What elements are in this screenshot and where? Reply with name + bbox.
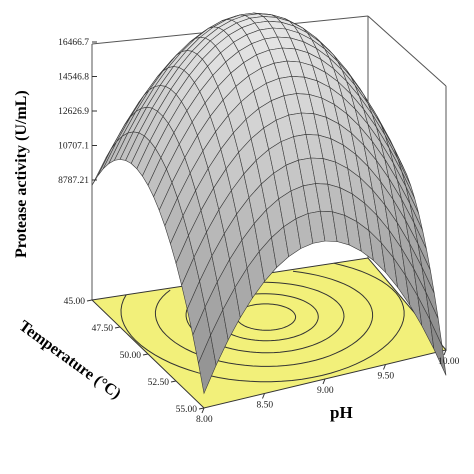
z-tick-label: 12626.9	[58, 107, 89, 117]
y-tick-label: 45.00	[64, 297, 86, 307]
contour-line	[120, 262, 405, 383]
x-tick-mark	[443, 349, 447, 356]
z-tick-label: 16466.7	[58, 38, 89, 48]
x-tick-label: 10.00	[438, 357, 460, 367]
x-tick-label: 8.50	[257, 401, 274, 411]
z-axis-ticks: 8787.21 10707.1 12626.9 14546.8 16466.7	[58, 38, 97, 186]
y-tick-label: 52.50	[148, 378, 170, 388]
x-tick-label: 8.00	[196, 415, 213, 425]
y-tick-mark	[170, 380, 177, 383]
z-axis-title: Protease activity (U/mL)	[13, 90, 30, 258]
x-tick-mark	[322, 378, 326, 385]
z-tick-label: 14546.8	[58, 73, 89, 83]
surface-patch	[429, 319, 447, 376]
x-axis-title: pH	[330, 403, 353, 422]
y-tick-label: 47.50	[92, 324, 114, 334]
x-tick-mark	[383, 364, 386, 370]
x-axis-ticks: 8.00 8.50 9.00 9.50 10.00	[196, 349, 460, 425]
y-tick-label: 50.00	[120, 351, 142, 361]
y-tick-mark	[142, 353, 149, 356]
contour-line	[235, 303, 297, 331]
x-tick-label: 9.50	[378, 372, 395, 382]
x-tick-mark	[262, 393, 265, 399]
x-tick-label: 9.00	[317, 386, 334, 396]
contour-line	[154, 270, 374, 367]
z-tick-label: 10707.1	[58, 142, 89, 152]
y-tick-label: 55.00	[176, 405, 198, 415]
right-top-edge	[367, 15, 447, 87]
x-tick-mark	[201, 407, 205, 414]
y-axis-ticks: 45.00 47.50 50.00 52.50 55.00	[64, 297, 205, 415]
y-tick-mark	[114, 326, 121, 329]
z-tick-label: 8787.21	[58, 176, 89, 186]
y-tick-mark	[198, 407, 205, 410]
y-tick-mark	[86, 299, 93, 302]
surface-mesh	[91, 12, 447, 395]
